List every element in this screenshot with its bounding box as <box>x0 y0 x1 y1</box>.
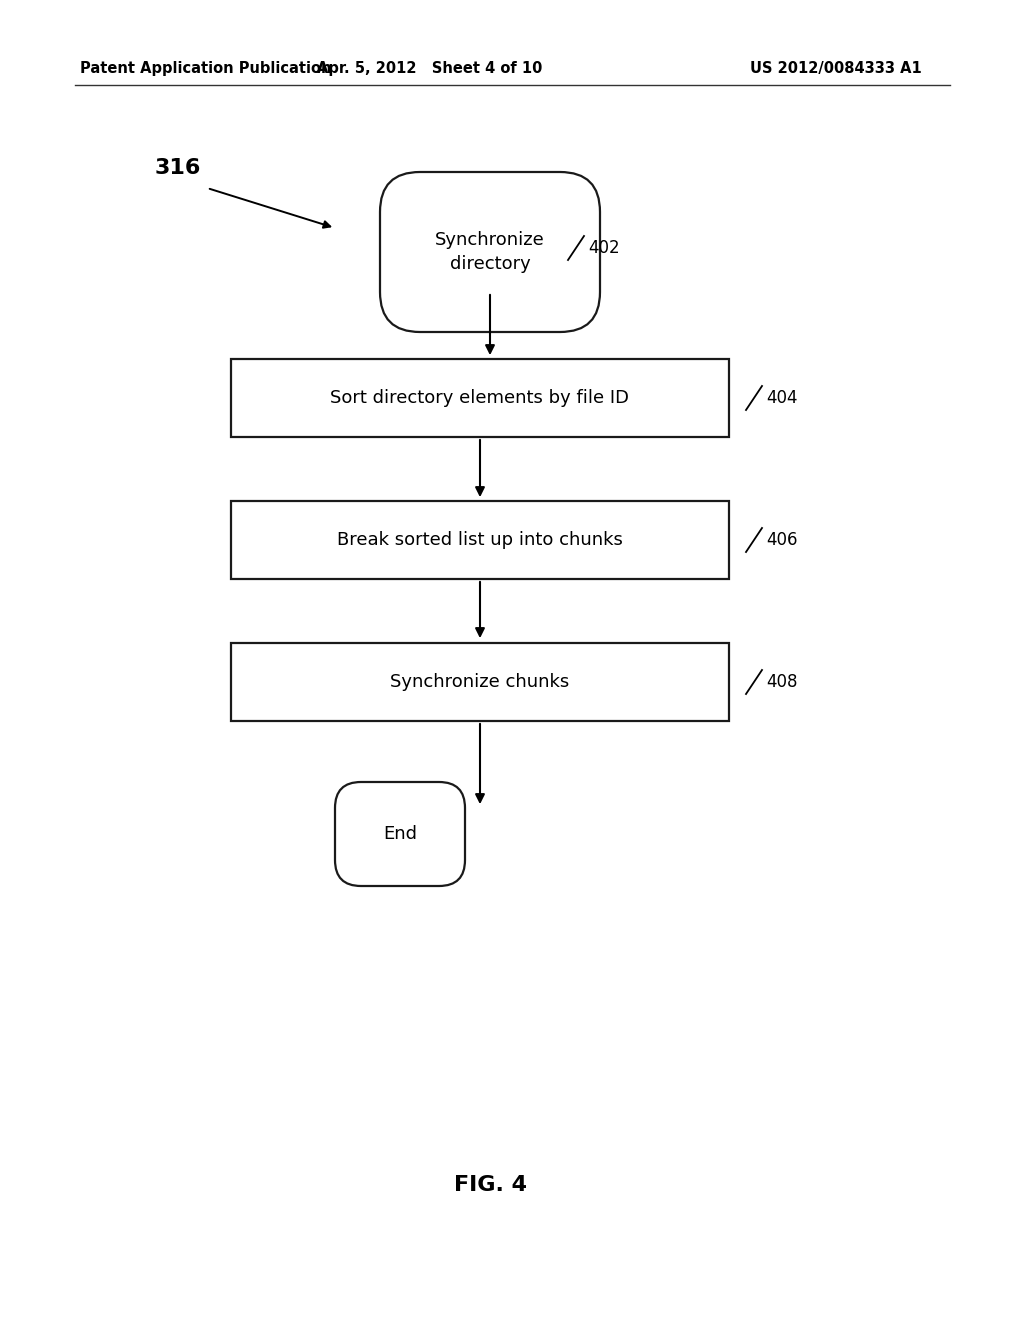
FancyBboxPatch shape <box>380 172 600 333</box>
Text: 404: 404 <box>766 389 798 407</box>
Text: 408: 408 <box>766 673 798 690</box>
Text: FIG. 4: FIG. 4 <box>454 1175 526 1195</box>
Text: 402: 402 <box>588 239 620 257</box>
Text: Sort directory elements by file ID: Sort directory elements by file ID <box>331 389 630 407</box>
Text: Synchronize
directory: Synchronize directory <box>435 231 545 273</box>
Text: Apr. 5, 2012   Sheet 4 of 10: Apr. 5, 2012 Sheet 4 of 10 <box>317 61 543 75</box>
Bar <box>231 502 729 579</box>
FancyBboxPatch shape <box>335 781 465 886</box>
Text: 316: 316 <box>155 158 202 178</box>
Text: Patent Application Publication: Patent Application Publication <box>80 61 332 75</box>
Text: US 2012/0084333 A1: US 2012/0084333 A1 <box>750 61 922 75</box>
Text: Break sorted list up into chunks: Break sorted list up into chunks <box>337 531 623 549</box>
Text: 406: 406 <box>766 531 798 549</box>
Text: Synchronize chunks: Synchronize chunks <box>390 673 569 690</box>
Bar <box>231 643 729 721</box>
Text: End: End <box>383 825 417 843</box>
Bar <box>231 359 729 437</box>
